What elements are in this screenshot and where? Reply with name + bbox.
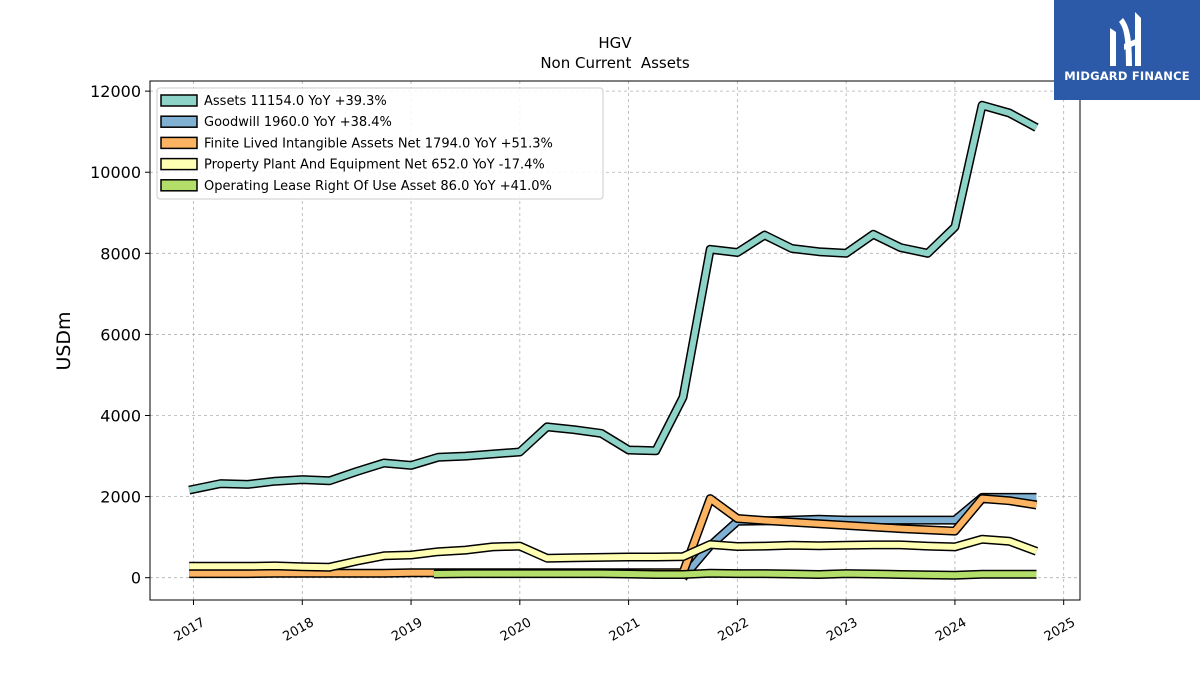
series-line [188,102,1038,494]
series-property-plant-and-equipment-net [189,534,1039,572]
grid [150,81,1080,600]
x-tick-label: 2023 [824,615,860,645]
y-tick-label: 2000 [100,488,141,507]
chart-title: HGV [598,34,632,52]
x-tick-label: 2019 [389,615,425,645]
series-line [189,495,1037,577]
logo-text: MIDGARD FINANCE [1064,69,1190,83]
legend-box [156,87,604,200]
legend-item: Operating Lease Right Of Use Asset 86.0 … [160,179,552,194]
legend-swatch [160,115,198,128]
legend-item: Finite Lived Intangible Assets Net 1794.… [160,136,553,151]
series-line [189,536,1038,571]
series-line [433,570,1037,579]
midgard-finance-logo: MIDGARD FINANCE [1054,0,1200,100]
y-tick-label: 4000 [100,407,141,426]
y-axis-label: USDm [53,311,75,370]
logo-mark-icon [1110,12,1141,66]
series-operating-lease-right-of-use-asset [433,568,1037,580]
series-finite-lived-intangible-assets-net [189,494,1038,579]
x-tick-label: 2017 [172,615,208,645]
series-layer [188,100,1039,581]
x-tick-label: 2020 [498,615,534,645]
legend-swatch [160,94,198,107]
legend: Assets 11154.0 YoY +39.3% Goodwill 1960.0… [156,87,604,200]
y-tick-label: 12000 [90,82,141,101]
x-tick-label: 2022 [716,615,752,645]
x-tick-label: 2021 [607,615,643,645]
legend-item: Goodwill 1960.0 YoY +38.4% [160,115,392,130]
legend-label: Property Plant And Equipment Net 652.0 Y… [204,158,545,173]
chart-subtitle: Non Current Assets [540,54,690,72]
plot-frame [149,80,1081,601]
x-tick-label: 2018 [280,615,316,645]
legend-swatch [160,179,198,192]
y-tick-label: 8000 [100,244,141,263]
legend-label: Assets 11154.0 YoY +39.3% [204,94,387,109]
legend-swatch [160,136,198,150]
series-assets [188,100,1039,495]
y-tick-label: 0 [131,569,141,588]
legend-label: Goodwill 1960.0 YoY +38.4% [204,115,392,130]
series-line-outline [189,494,1038,579]
legend-label: Operating Lease Right Of Use Asset 86.0 … [204,179,552,194]
y-tick-label: 6000 [100,325,141,344]
x-tick-label: 2025 [1042,615,1078,645]
legend-swatch [160,157,198,171]
x-tick-label: 2024 [933,615,969,645]
legend-label: Finite Lived Intangible Assets Net 1794.… [204,136,553,151]
y-tick-label: 10000 [90,163,141,182]
legend-item: Property Plant And Equipment Net 652.0 Y… [160,157,545,173]
legend-item: Assets 11154.0 YoY +39.3% [160,94,387,109]
